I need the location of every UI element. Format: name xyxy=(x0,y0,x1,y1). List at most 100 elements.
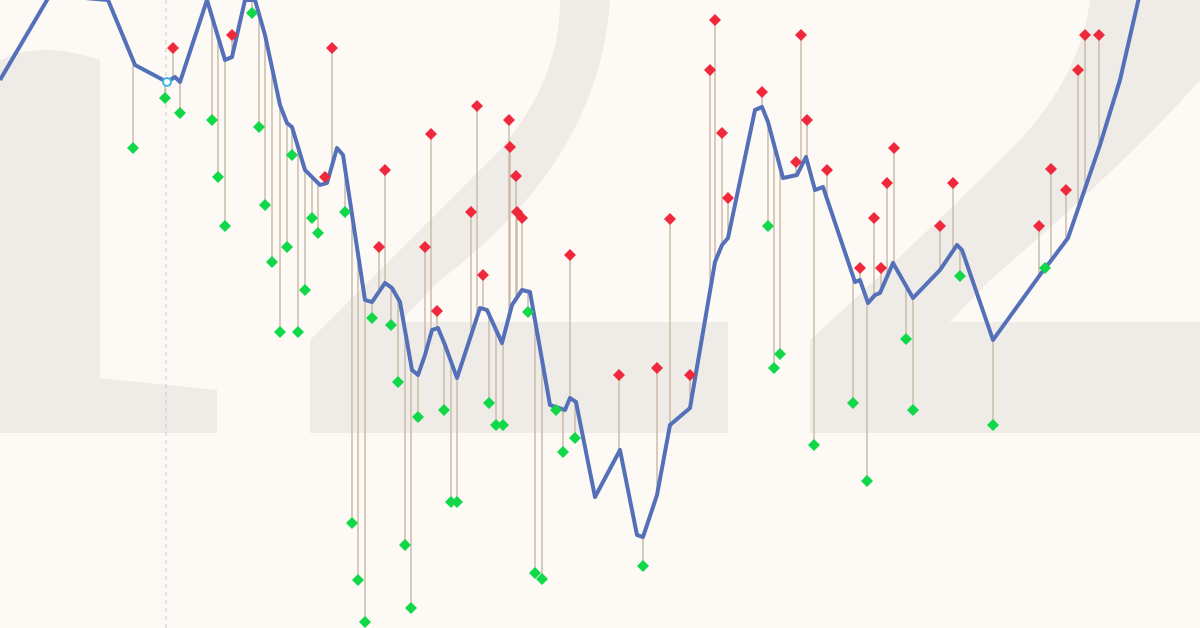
marker xyxy=(366,312,378,324)
marker xyxy=(174,107,186,119)
marker xyxy=(253,121,265,133)
marker xyxy=(419,241,431,253)
marker xyxy=(274,326,286,338)
marker xyxy=(465,206,477,218)
marker xyxy=(888,142,900,154)
marker xyxy=(399,539,411,551)
marker xyxy=(412,411,424,423)
marker xyxy=(312,227,324,239)
marker xyxy=(934,220,946,232)
marker xyxy=(881,177,893,189)
marker xyxy=(516,212,528,224)
marker xyxy=(722,192,734,204)
marker xyxy=(684,369,696,381)
marker xyxy=(206,114,218,126)
marker xyxy=(477,269,489,281)
marker xyxy=(299,284,311,296)
digit-one-left xyxy=(0,0,217,433)
marker xyxy=(326,42,338,54)
digit-two-b xyxy=(810,0,1200,433)
marker xyxy=(292,326,304,338)
marker xyxy=(1045,163,1057,175)
lines xyxy=(0,0,1141,539)
marker xyxy=(987,419,999,431)
marker xyxy=(808,439,820,451)
marker xyxy=(212,171,224,183)
marker xyxy=(346,517,358,529)
marker xyxy=(127,142,139,154)
digit-two-a xyxy=(310,0,728,433)
marker xyxy=(651,362,663,374)
marker xyxy=(1079,29,1091,41)
marker xyxy=(281,241,293,253)
marker xyxy=(167,42,179,54)
marker xyxy=(471,100,483,112)
marker xyxy=(704,64,716,76)
marker xyxy=(425,128,437,140)
marker xyxy=(762,220,774,232)
digit-one-notch xyxy=(0,0,100,60)
marker xyxy=(550,404,562,416)
marker xyxy=(613,369,625,381)
markers xyxy=(127,7,1105,628)
marker xyxy=(756,86,768,98)
marker xyxy=(1072,64,1084,76)
marker xyxy=(385,319,397,331)
marker xyxy=(868,212,880,224)
marker xyxy=(522,306,534,318)
marker xyxy=(504,141,516,153)
marker xyxy=(861,475,873,487)
marker xyxy=(564,249,576,261)
marker xyxy=(529,567,541,579)
marker xyxy=(431,305,443,317)
marker xyxy=(219,220,231,232)
marker xyxy=(1033,220,1045,232)
marker xyxy=(569,432,581,444)
marker xyxy=(716,127,728,139)
marker xyxy=(226,29,238,41)
marker xyxy=(266,256,278,268)
marker xyxy=(159,92,171,104)
marker xyxy=(790,156,802,168)
marker xyxy=(392,376,404,388)
marker xyxy=(306,212,318,224)
marker xyxy=(339,206,351,218)
marker xyxy=(451,496,463,508)
marker xyxy=(795,29,807,41)
marker xyxy=(875,262,887,274)
marker xyxy=(319,171,331,183)
marker xyxy=(510,170,522,182)
marker xyxy=(536,573,548,585)
marker xyxy=(352,574,364,586)
marker xyxy=(954,270,966,282)
marker xyxy=(801,114,813,126)
marker xyxy=(490,419,502,431)
marker xyxy=(259,199,271,211)
marker xyxy=(664,213,676,225)
marker xyxy=(900,333,912,345)
marker xyxy=(359,616,371,628)
marker xyxy=(821,164,833,176)
price-line xyxy=(0,0,1141,539)
marker xyxy=(774,348,786,360)
marker xyxy=(768,362,780,374)
marker xyxy=(246,7,258,19)
marker xyxy=(557,446,569,458)
marker xyxy=(637,560,649,572)
marker xyxy=(503,114,515,126)
marker xyxy=(438,404,450,416)
marker xyxy=(709,14,721,26)
marker xyxy=(379,164,391,176)
marker xyxy=(907,404,919,416)
marker xyxy=(1060,184,1072,196)
marker xyxy=(497,419,509,431)
stems xyxy=(132,0,1100,622)
marker xyxy=(847,397,859,409)
marker xyxy=(854,262,866,274)
marker xyxy=(373,241,385,253)
marker xyxy=(947,177,959,189)
marker xyxy=(1093,29,1105,41)
